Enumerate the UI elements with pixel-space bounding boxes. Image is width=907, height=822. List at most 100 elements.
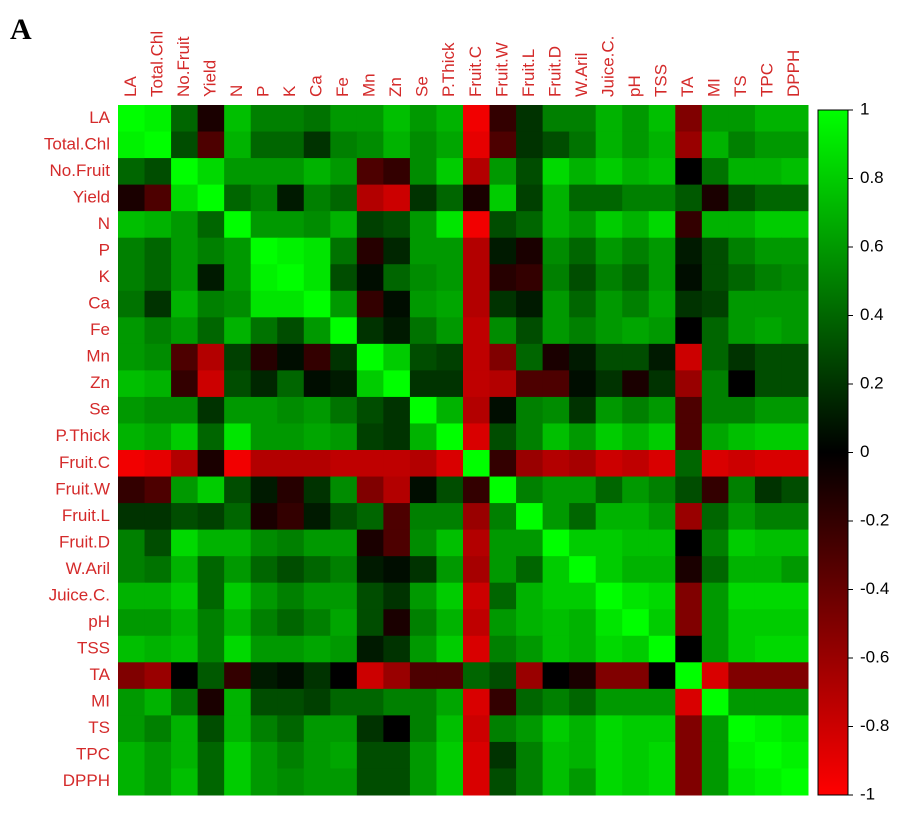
- heatmap-cell: [648, 423, 676, 451]
- heatmap-cell: [330, 768, 358, 796]
- heatmap-cell: [595, 582, 623, 610]
- heatmap-cell: [489, 582, 517, 610]
- heatmap-cell: [383, 450, 411, 478]
- heatmap-cell: [224, 317, 252, 345]
- heatmap-cell: [330, 211, 358, 239]
- heatmap-cell: [409, 556, 437, 584]
- heatmap-cell: [701, 635, 729, 663]
- colorbar-tick-label: 1: [860, 99, 869, 118]
- heatmap-cell: [675, 158, 703, 186]
- heatmap-cell: [489, 343, 517, 371]
- heatmap-cell: [648, 503, 676, 531]
- heatmap-cell: [595, 131, 623, 159]
- row-label: Yield: [73, 187, 110, 206]
- heatmap-cell: [356, 688, 384, 716]
- heatmap-cell: [303, 662, 331, 690]
- heatmap-cell: [436, 715, 464, 743]
- heatmap-cell: [754, 768, 782, 796]
- heatmap-cell: [303, 503, 331, 531]
- heatmap-cell: [356, 503, 384, 531]
- column-label: pH: [625, 75, 644, 97]
- heatmap-cell: [303, 635, 331, 663]
- heatmap-cell: [728, 211, 756, 239]
- heatmap-cell: [250, 396, 278, 424]
- heatmap-cell: [330, 503, 358, 531]
- heatmap-cell: [648, 317, 676, 345]
- heatmap-cell: [197, 184, 225, 212]
- heatmap-cell: [648, 343, 676, 371]
- heatmap-cell: [144, 635, 172, 663]
- heatmap-cell: [118, 423, 146, 451]
- heatmap-cell: [622, 582, 650, 610]
- heatmap-cell: [277, 264, 305, 292]
- heatmap-cell: [436, 184, 464, 212]
- heatmap-cell: [409, 317, 437, 345]
- colorbar-tick-label: -1: [860, 784, 875, 803]
- heatmap-cell: [144, 609, 172, 637]
- heatmap-cell: [197, 476, 225, 504]
- heatmap-cell: [118, 768, 146, 796]
- heatmap-cell: [277, 105, 305, 133]
- heatmap-cell: [409, 582, 437, 610]
- heatmap-cell: [622, 503, 650, 531]
- heatmap-cell: [303, 582, 331, 610]
- heatmap-cell: [171, 635, 199, 663]
- heatmap-cell: [224, 662, 252, 690]
- column-label: LA: [121, 76, 140, 97]
- heatmap-cell: [197, 768, 225, 796]
- heatmap-cell: [356, 741, 384, 769]
- heatmap-cell: [250, 184, 278, 212]
- heatmap-cell: [463, 609, 491, 637]
- heatmap-cell: [409, 450, 437, 478]
- heatmap-cell: [118, 317, 146, 345]
- heatmap-cell: [728, 715, 756, 743]
- heatmap-cell: [356, 662, 384, 690]
- heatmap-cell: [569, 715, 597, 743]
- heatmap-cell: [197, 529, 225, 557]
- heatmap-cell: [622, 370, 650, 398]
- heatmap-cell: [754, 609, 782, 637]
- heatmap-cell: [542, 688, 570, 716]
- heatmap-cell: [277, 343, 305, 371]
- row-label: W.Aril: [66, 559, 110, 578]
- heatmap-cell: [701, 237, 729, 265]
- heatmap-cell: [595, 343, 623, 371]
- heatmap-cell: [489, 105, 517, 133]
- heatmap-cell: [595, 768, 623, 796]
- heatmap-cell: [250, 290, 278, 318]
- heatmap-cell: [118, 529, 146, 557]
- heatmap-cell: [224, 237, 252, 265]
- heatmap-cell: [330, 635, 358, 663]
- heatmap-cell: [569, 396, 597, 424]
- heatmap-cell: [781, 211, 809, 239]
- heatmap-cell: [409, 370, 437, 398]
- heatmap-cell: [250, 370, 278, 398]
- heatmap-cell: [463, 662, 491, 690]
- heatmap-cell: [463, 396, 491, 424]
- heatmap-cell: [595, 662, 623, 690]
- heatmap-cell: [489, 529, 517, 557]
- heatmap-cell: [303, 370, 331, 398]
- heatmap-cell: [648, 105, 676, 133]
- heatmap-cell: [144, 317, 172, 345]
- heatmap-cell: [622, 237, 650, 265]
- heatmap-cell: [622, 343, 650, 371]
- heatmap-cell: [516, 768, 544, 796]
- heatmap-cell: [224, 503, 252, 531]
- heatmap-cell: [118, 715, 146, 743]
- column-label: Juice.C.: [598, 36, 617, 97]
- heatmap-cell: [675, 609, 703, 637]
- row-label: TS: [88, 718, 110, 737]
- heatmap-cell: [250, 237, 278, 265]
- heatmap-cell: [463, 264, 491, 292]
- heatmap-cell: [728, 476, 756, 504]
- heatmap-cell: [648, 131, 676, 159]
- heatmap-cell: [622, 264, 650, 292]
- heatmap-cell: [569, 476, 597, 504]
- heatmap-cell: [356, 396, 384, 424]
- column-label: No.Fruit: [174, 36, 193, 97]
- heatmap-cell: [303, 317, 331, 345]
- heatmap-cell: [489, 768, 517, 796]
- heatmap-cell: [781, 662, 809, 690]
- heatmap-cell: [171, 343, 199, 371]
